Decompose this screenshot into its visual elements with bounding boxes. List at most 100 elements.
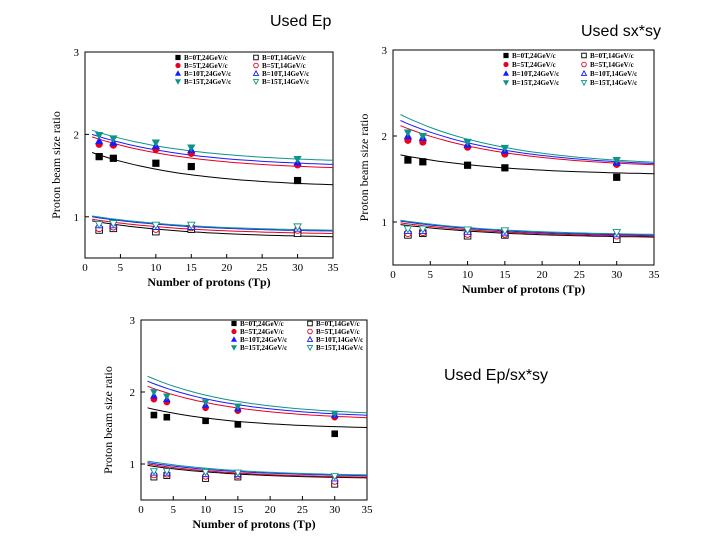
chart-2-ytick-label: 3 xyxy=(130,315,136,327)
chart-1-fit-line-series-7 xyxy=(400,219,654,235)
chart-1-legend-marker xyxy=(581,61,587,68)
chart-0-legend-label: B=15T,24GeV/c xyxy=(184,78,231,86)
chart-2-legend-label: B=0T,24GeV/c xyxy=(240,320,284,328)
chart-1-frame xyxy=(392,49,655,266)
chart-2-xtick-label: 0 xyxy=(138,504,144,516)
chart-2-legend-label: B=5T,24GeV/c xyxy=(240,328,284,336)
chart-1-ytick-label: 1 xyxy=(382,217,388,229)
chart-0-point-series-7 xyxy=(108,220,118,229)
chart-0-fit-line-series-4 xyxy=(92,220,333,238)
chart-0-xtick-label: 5 xyxy=(118,262,124,274)
chart-1-legend-label: B=10T,24GeV/c xyxy=(512,70,559,78)
chart-1-legend-marker xyxy=(580,69,588,76)
chart-0-point-series-2 xyxy=(95,136,104,145)
chart-2-legend-label: B=0T,14GeV/c xyxy=(316,320,360,328)
chart-1-point-series-3 xyxy=(403,129,413,137)
chart-0-point-series-7 xyxy=(293,223,302,232)
chart-0-point-series-3 xyxy=(151,139,160,148)
chart-2-legend-label: B=10T,24GeV/c xyxy=(240,336,287,344)
chart-0-legend-label: B=10T,24GeV/c xyxy=(184,70,231,78)
chart-1-fit-line-series-0 xyxy=(400,154,654,175)
chart-0-legend-marker xyxy=(175,62,181,69)
chart-2-legend-marker xyxy=(307,328,313,335)
chart-0-xtick-label: 0 xyxy=(82,262,88,274)
chart-2-point-series-7 xyxy=(149,468,158,476)
chart-0-fit-line-series-0 xyxy=(91,152,333,186)
chart-1-point-series-3 xyxy=(500,144,509,153)
chart-0-legend-marker xyxy=(253,54,259,61)
chart-2-xtick-label: 15 xyxy=(232,504,244,516)
chart-1-legend-label: B=0T,24GeV/c xyxy=(512,52,556,60)
chart-1-fit-line-series-5 xyxy=(400,222,654,237)
chart-1-xtick-label: 10 xyxy=(462,269,474,281)
chart-2-point-series-0 xyxy=(202,417,209,425)
chart-2-xtick-label: 20 xyxy=(265,504,277,516)
chart-0-legend-label: B=0T,14GeV/c xyxy=(262,54,306,62)
chart-0-point-series-0 xyxy=(187,162,195,171)
chart-1-point-series-3 xyxy=(463,138,472,147)
chart-0-legend-marker xyxy=(175,54,181,61)
chart-0-fit-line-series-5 xyxy=(92,218,333,234)
chart-0-point-series-3 xyxy=(293,156,302,164)
chart-0-point-series-7 xyxy=(151,221,161,230)
caption-used-ep: Used Ep xyxy=(270,13,332,30)
chart-0-point-series-0 xyxy=(109,154,117,162)
chart-1-point-series-0 xyxy=(404,156,412,164)
chart-2-legend-label: B=5T,14GeV/c xyxy=(316,328,360,336)
chart-1-fit-line-series-3 xyxy=(400,114,654,163)
chart-0-xtick-label: 10 xyxy=(150,262,162,274)
chart-used-sx-sy: 0 5 10 15 20 25 30 35 1 2 3 Number of protons (Tp) P… xyxy=(357,45,661,296)
chart-1-x-axis-label: Number of protons (Tp) xyxy=(462,282,585,296)
chart-2-fit-line-series-1 xyxy=(147,385,367,419)
chart-0-point-series-0 xyxy=(293,176,302,185)
chart-1-xtick-label: 35 xyxy=(649,269,661,281)
chart-2-fit-line-series-2 xyxy=(147,380,367,416)
chart-1-legend-marker xyxy=(502,70,510,76)
chart-1-point-series-3 xyxy=(612,156,621,165)
chart-2-point-series-3 xyxy=(234,403,242,411)
chart-2-point-series-0 xyxy=(331,430,339,438)
chart-2-y-axis-label: Proton beam size ratio xyxy=(101,366,115,474)
chart-1-y-axis-label: Proton beam size ratio xyxy=(357,114,371,222)
chart-2-point-series-7 xyxy=(201,468,210,477)
chart-1-point-series-0 xyxy=(501,164,509,172)
chart-0-legend-marker xyxy=(252,69,260,76)
chart-1-xtick-label: 0 xyxy=(390,269,396,281)
chart-1-ytick-label: 2 xyxy=(382,131,388,143)
chart-0-xtick-label: 25 xyxy=(257,262,269,274)
chart-1-point-series-7 xyxy=(463,226,472,235)
chart-0-legend-marker xyxy=(174,70,182,76)
chart-2-xtick-label: 10 xyxy=(200,504,212,516)
chart-2-legend-label: B=15T,14GeV/c xyxy=(316,344,363,352)
chart-2-point-series-0 xyxy=(150,411,158,419)
chart-2-fit-line-series-3 xyxy=(147,375,367,414)
chart-1-point-series-0 xyxy=(419,158,427,166)
chart-used-ep: 0 5 10 15 20 25 30 35 1 2 3 Number of protons (Tp) P… xyxy=(49,47,339,289)
chart-1-legend-marker xyxy=(503,52,509,59)
chart-2-fit-line-series-0 xyxy=(147,407,367,428)
chart-1-legend-label: B=0T,14GeV/c xyxy=(590,52,634,60)
chart-0-legend-marker xyxy=(174,79,182,85)
chart-0-legend-label: B=5T,24GeV/c xyxy=(184,62,228,70)
chart-1-xtick-label: 30 xyxy=(611,269,623,281)
chart-0-legend-label: B=10T,14GeV/c xyxy=(262,70,309,78)
chart-0-frame xyxy=(84,51,334,259)
chart-0-legend-label: B=0T,24GeV/c xyxy=(184,54,228,62)
chart-2-legend-marker xyxy=(307,320,313,327)
chart-2-xtick-label: 35 xyxy=(362,504,374,516)
chart-0-fit-line-series-7 xyxy=(92,215,333,231)
chart-2-x-axis-label: Number of protons (Tp) xyxy=(192,517,315,531)
chart-1-point-series-7 xyxy=(403,225,413,234)
chart-2-legend-marker xyxy=(231,328,237,335)
chart-1-legend-marker xyxy=(503,61,509,68)
chart-0-ytick-label: 3 xyxy=(74,47,80,59)
chart-1-point-series-7 xyxy=(500,227,510,236)
chart-used-ep-over-sx-sy: 0 5 10 15 20 25 30 35 1 2 3 Number of protons (Tp) P… xyxy=(101,315,374,531)
chart-2-point-series-7 xyxy=(330,473,339,481)
chart-1-fit-line-series-4 xyxy=(400,224,654,238)
chart-1-legend-marker xyxy=(581,52,587,59)
chart-2-point-series-3 xyxy=(163,393,171,401)
chart-0-xtick-label: 30 xyxy=(292,262,304,274)
chart-2-fit-line-series-4 xyxy=(147,464,367,479)
chart-2-legend-marker xyxy=(231,320,237,327)
